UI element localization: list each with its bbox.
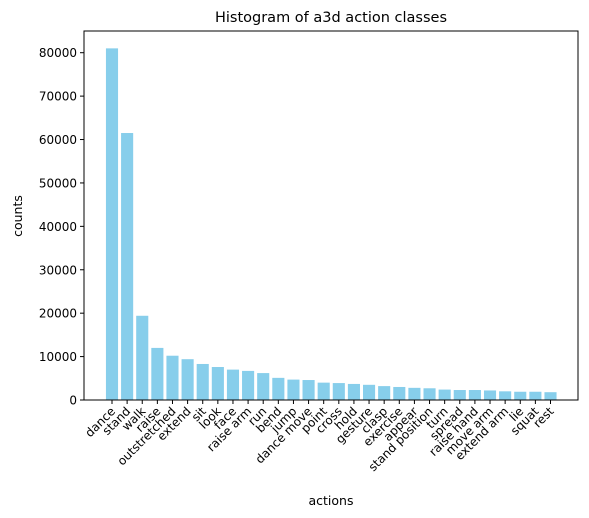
plot-frame xyxy=(83,30,579,401)
y-tick-label: 20000 xyxy=(39,307,77,321)
bar-stand-position xyxy=(423,388,436,400)
y-axis-ticks: 0 10000 20000 30000 40000 50000 60000 70000 8000… xyxy=(39,46,84,408)
bar-extend xyxy=(181,359,194,400)
bar-face xyxy=(226,369,240,400)
bar-clasp xyxy=(378,386,391,400)
y-axis-label: counts xyxy=(10,195,25,237)
y-tick-label: 10000 xyxy=(39,350,77,364)
bar-raise xyxy=(151,347,164,400)
bar-stand xyxy=(121,133,134,400)
bars-group xyxy=(105,48,557,401)
chart-title: Histogram of a3d action classes xyxy=(215,10,447,26)
y-tick-label: 50000 xyxy=(39,176,77,190)
bar-dance-move xyxy=(302,380,315,400)
bar-extend-arm xyxy=(499,391,512,400)
bar-turn xyxy=(438,389,451,400)
bar-jump xyxy=(287,379,300,400)
bar-appear xyxy=(408,387,421,400)
y-tick-label: 30000 xyxy=(39,263,77,277)
bar-raise-hand xyxy=(468,390,481,400)
bar-cross xyxy=(332,383,345,400)
x-axis-label: actions xyxy=(309,493,354,508)
bar-outstretched xyxy=(166,355,179,400)
bar-spread xyxy=(453,390,466,400)
bar-rest xyxy=(544,392,557,400)
bar-exercise xyxy=(393,386,406,400)
bar-move-arm xyxy=(483,390,497,400)
bar-lie xyxy=(514,391,527,400)
y-tick-label: 70000 xyxy=(39,90,77,104)
bar-gesture xyxy=(363,384,376,400)
y-tick-label: 60000 xyxy=(39,133,77,147)
bar-run xyxy=(257,373,270,400)
y-tick-label: 40000 xyxy=(39,220,77,234)
bar-hold xyxy=(347,383,360,400)
bar-bend xyxy=(272,377,285,400)
y-tick-label: 0 xyxy=(69,394,77,408)
bar-dance xyxy=(105,48,119,401)
bar-squat xyxy=(529,391,542,400)
x-axis-ticks: dancestandwalkraiseoutstretchedextendsit… xyxy=(82,400,557,474)
bar-walk xyxy=(136,315,149,400)
bar-sit xyxy=(196,363,209,400)
bar-point xyxy=(317,382,330,400)
bar-raise-arm xyxy=(242,370,255,400)
bar-look xyxy=(211,367,224,400)
y-tick-label: 80000 xyxy=(39,46,77,60)
